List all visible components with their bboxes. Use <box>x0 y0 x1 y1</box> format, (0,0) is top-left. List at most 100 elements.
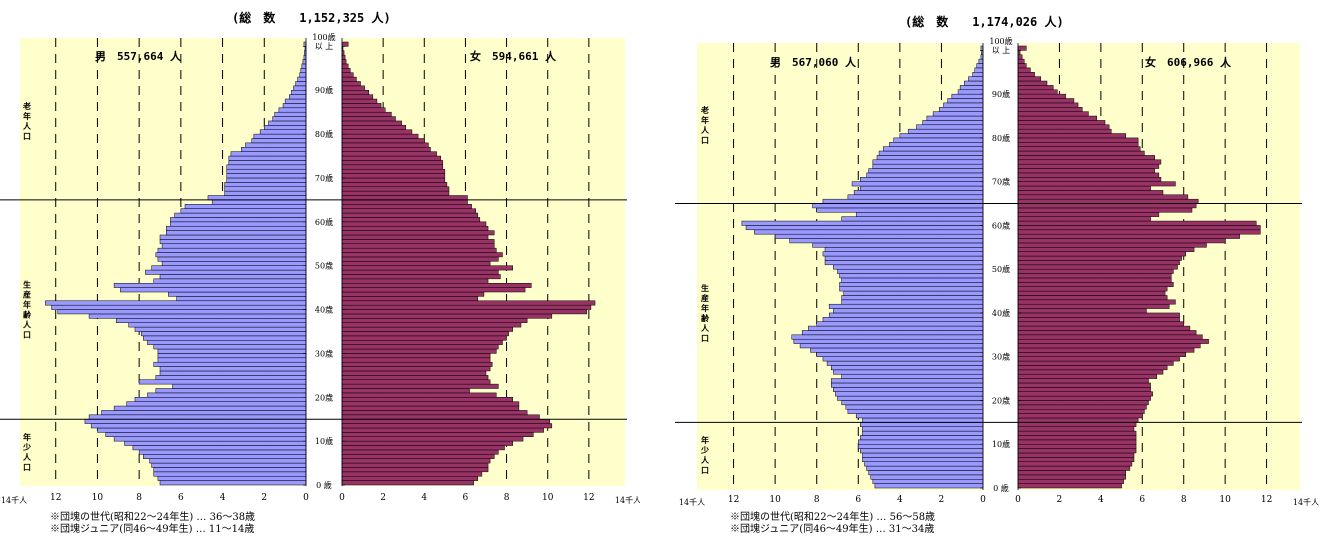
note-dankai-junior: ※団塊ジュニア(同46～49年生) … 31～34歳 <box>730 524 935 535</box>
male-bar <box>833 369 984 375</box>
male-bar <box>853 190 984 196</box>
female-bar <box>1017 67 1031 73</box>
female-bar <box>1017 220 1257 226</box>
female-bar <box>1017 299 1176 305</box>
male-bar <box>230 151 307 157</box>
male-bar <box>793 338 984 344</box>
female-bar <box>341 41 349 47</box>
male-x-tick: 8 <box>814 495 820 505</box>
female-bar <box>341 322 522 328</box>
male-bar <box>180 208 307 214</box>
female-bar <box>341 261 491 266</box>
male-bar <box>143 454 307 459</box>
female-bar <box>1017 382 1151 388</box>
male-bar <box>226 173 307 179</box>
male-bar <box>97 427 307 433</box>
female-bar <box>341 462 489 468</box>
male-bar <box>868 470 984 476</box>
female-bar <box>1017 435 1137 441</box>
female-bar <box>341 98 378 104</box>
male-bar <box>889 142 984 147</box>
male-bar <box>828 312 984 318</box>
female-bar <box>1017 330 1197 336</box>
age-tick-label: 100歳 <box>989 36 1012 46</box>
female-bar <box>1017 474 1126 480</box>
female-bar <box>1017 98 1075 104</box>
female-bar <box>341 410 528 416</box>
female-x-tick: 12 <box>1261 495 1272 505</box>
male-bar <box>833 308 984 314</box>
male-bar <box>176 296 307 302</box>
male-bar <box>153 361 307 367</box>
female-bar <box>1017 72 1035 77</box>
female-bar <box>341 454 495 459</box>
female-bar <box>1017 89 1058 95</box>
female-x-tick: 0 <box>1015 495 1021 505</box>
male-bar <box>155 388 307 394</box>
male-bar <box>810 347 984 353</box>
male-bar <box>837 395 984 401</box>
female-bar <box>1017 457 1135 462</box>
note-dankai-junior: ※団塊ジュニア(同46～49年生) … 11～14歳 <box>50 524 255 535</box>
male-bar <box>754 229 984 235</box>
male-bar <box>939 107 984 112</box>
female-bar <box>1017 395 1151 401</box>
male-bar <box>926 115 984 121</box>
female-bar <box>341 63 349 69</box>
female-bar <box>341 361 493 367</box>
age-tick-label: 50歳 <box>315 261 333 271</box>
male-bar <box>833 264 984 270</box>
male-bar <box>847 194 984 200</box>
female-bar <box>1017 470 1126 476</box>
female-bar <box>341 81 361 87</box>
female-bar <box>341 256 499 262</box>
female-x-tick: 10 <box>1219 495 1231 505</box>
male-bar <box>870 474 984 480</box>
female-bar <box>1017 352 1187 357</box>
female-bar <box>1017 360 1174 366</box>
female-bar <box>1017 85 1054 91</box>
male-bar <box>224 186 307 192</box>
female-x-tick: 2 <box>1057 495 1063 505</box>
female-bar <box>341 278 489 284</box>
male-bar <box>88 414 307 420</box>
female-bar <box>341 142 429 148</box>
male-bar <box>120 287 307 293</box>
male-bar <box>259 129 307 135</box>
female-bar <box>341 76 357 82</box>
male-bar <box>862 430 984 436</box>
female-bar <box>341 414 540 420</box>
male-x-tick: 10 <box>769 495 781 505</box>
age-group-label: 年少人口 <box>700 435 710 475</box>
age-tick-label: 70歳 <box>992 177 1010 187</box>
male-bar <box>968 76 984 82</box>
female-bar <box>1017 150 1145 156</box>
female-x-tick: 6 <box>463 493 469 503</box>
female-x-tick: 10 <box>542 493 554 503</box>
male-bar <box>816 352 984 357</box>
male-bar <box>282 103 307 109</box>
female-bar <box>1017 461 1133 467</box>
female-bar <box>341 423 553 429</box>
age-group-label: 老年人口 <box>22 101 32 141</box>
female-bar <box>1017 417 1139 423</box>
male-bar <box>301 63 307 69</box>
female-bar <box>1017 203 1197 209</box>
female-bar <box>1017 321 1184 327</box>
male-bar <box>812 242 984 248</box>
age-tick-label: 0 歳 <box>993 483 1009 493</box>
total-label: (総 数 1,152,325 人) <box>232 11 391 25</box>
female-bar <box>341 230 495 236</box>
male-bar <box>799 343 984 349</box>
male-bar <box>972 72 984 77</box>
female-bar <box>1017 295 1168 301</box>
female-bar <box>1017 338 1209 344</box>
male-bar <box>826 360 984 366</box>
male-bar <box>872 159 984 165</box>
male-bar <box>893 137 984 143</box>
female-bar <box>341 383 499 389</box>
female-bar <box>1017 448 1137 454</box>
male-x-tick: 4 <box>220 493 226 503</box>
female-total-label: 女 606,966 人 <box>1145 55 1232 69</box>
